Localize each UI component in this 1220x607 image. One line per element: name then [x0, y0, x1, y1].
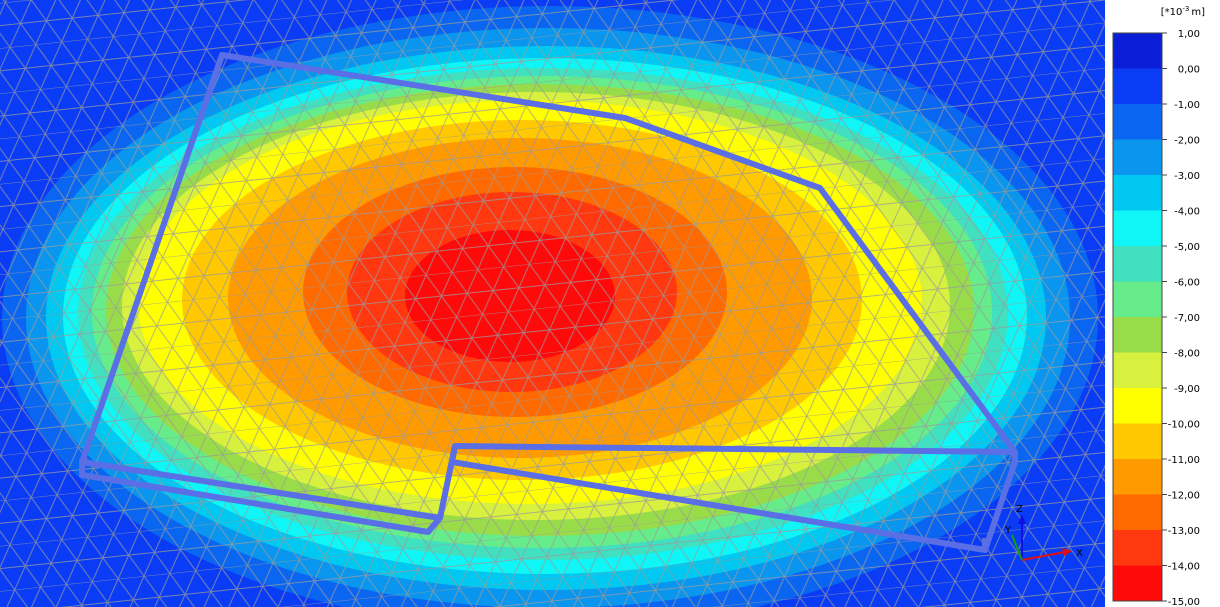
legend-swatch: [1113, 495, 1162, 531]
legend-label: -14,00: [1168, 562, 1200, 573]
legend-label: -7,00: [1174, 313, 1200, 324]
mesh: [0, 0, 1105, 607]
legend-label: -11,00: [1168, 455, 1200, 466]
legend-label: -5,00: [1174, 242, 1200, 253]
legend-swatch: [1113, 246, 1162, 282]
legend-label: -2,00: [1174, 136, 1200, 147]
legend-swatch: [1113, 69, 1162, 105]
legend-swatch: [1113, 566, 1162, 602]
legend-label: -15,00: [1168, 597, 1200, 607]
unit-suffix: m]: [1191, 7, 1205, 18]
legend-label: -4,00: [1174, 207, 1200, 218]
page: {"legend": { "unit": {"prefix": "[*10", …: [0, 0, 1220, 607]
legend-swatch: [1113, 175, 1162, 211]
legend-label: -12,00: [1168, 491, 1200, 502]
legend-swatch: [1113, 388, 1162, 424]
z-label: Z: [1016, 504, 1023, 515]
legend-label: -10,00: [1168, 420, 1200, 431]
unit-exponent: -3: [1182, 5, 1189, 13]
y-label: Y: [1004, 525, 1012, 536]
legend-swatch: [1113, 211, 1162, 247]
x-label: X: [1076, 548, 1083, 559]
legend-label: -6,00: [1174, 278, 1200, 289]
legend-label: -9,00: [1174, 384, 1200, 395]
contour-plot: Z Y X: [0, 0, 1105, 607]
legend-label: 0,00: [1178, 65, 1200, 76]
legend-swatch: [1113, 353, 1162, 389]
unit-prefix: [*10: [1161, 7, 1183, 18]
legend-swatch: [1113, 140, 1162, 176]
legend-swatch: [1113, 459, 1162, 495]
legend-swatch: [1113, 104, 1162, 140]
legend-label: -13,00: [1168, 526, 1200, 537]
legend-label: -3,00: [1174, 171, 1200, 182]
legend-swatch: [1113, 33, 1162, 69]
viewport: Z Y X [*10-3m] 1,00 0,00 -1,00 -2,00 -3,00 -4…: [0, 0, 1220, 607]
legend-label: 1,00: [1178, 29, 1200, 40]
legend-swatch: [1113, 530, 1162, 566]
legend-swatch: [1113, 424, 1162, 460]
legend-swatch: [1113, 317, 1162, 353]
legend-label: -8,00: [1174, 349, 1200, 360]
legend-swatch: [1113, 282, 1162, 318]
legend-label: -1,00: [1174, 100, 1200, 111]
